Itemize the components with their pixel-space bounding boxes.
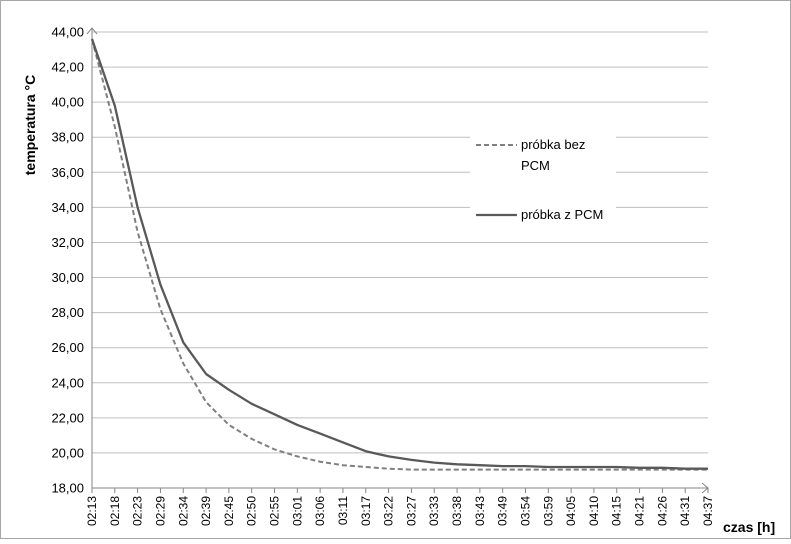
y-tick-label: 24,00 — [51, 375, 84, 390]
y-tick-label: 30,00 — [51, 270, 84, 285]
y-tick-label: 32,00 — [51, 235, 84, 250]
y-tick-label: 40,00 — [51, 95, 84, 110]
x-tick-label: 02:45 — [222, 496, 236, 526]
y-tick-label: 22,00 — [51, 410, 84, 425]
legend-label-bez-pcm-line1: próbka bez — [521, 137, 585, 152]
legend-label-z-pcm: próbka z PCM — [521, 207, 603, 222]
y-tick-label: 36,00 — [51, 165, 84, 180]
x-tick-label: 02:18 — [108, 496, 122, 526]
x-tick-label: 02:29 — [153, 496, 167, 526]
x-tick-label: 03:54 — [518, 496, 532, 526]
y-tick-label: 28,00 — [51, 305, 84, 320]
y-tick-labels: 18,00 20,00 22,00 24,00 26,00 28,00 30,00 32,00… — [51, 25, 84, 496]
y-tick-label: 20,00 — [51, 445, 84, 460]
x-tick-label: 04:31 — [678, 496, 692, 526]
x-tick-label: 03:38 — [450, 496, 464, 526]
grid-lines — [92, 31, 708, 454]
x-axis-title: czas [h] — [723, 519, 775, 535]
y-tick-label: 38,00 — [51, 130, 84, 145]
y-tick-label: 34,00 — [51, 200, 84, 215]
x-tick-label: 03:27 — [404, 496, 418, 526]
y-tick-label: 26,00 — [51, 340, 84, 355]
legend-label-bez-pcm-line2: PCM — [521, 158, 550, 173]
x-tick-label: 04:15 — [610, 496, 624, 526]
y-tick-label: 44,00 — [51, 25, 84, 40]
x-tick-label: 02:50 — [245, 496, 259, 526]
x-tick-label: 04:10 — [587, 496, 601, 526]
x-tick-label: 03:49 — [496, 496, 510, 526]
x-tick-label: 03:43 — [473, 496, 487, 526]
x-tick-label: 02:13 — [85, 496, 99, 526]
x-tick-labels: 02:13 02:18 02:23 02:29 02:34 02:39 02:45 02:50… — [85, 496, 715, 526]
y-axis-title: temperatura °C — [22, 75, 38, 176]
x-tick-label: 03:11 — [336, 496, 350, 525]
x-tick-label: 03:33 — [427, 496, 441, 526]
x-tick-label: 04:26 — [655, 496, 669, 526]
x-tick-label: 04:05 — [564, 496, 578, 526]
x-tick-label: 03:59 — [541, 496, 555, 526]
x-tick-label: 02:39 — [199, 496, 213, 526]
series-line-z-pcm — [90, 38, 708, 470]
x-tick-label: 03:06 — [313, 496, 327, 526]
legend: próbka bez PCM próbka z PCM — [470, 128, 616, 242]
y-tick-label: 18,00 — [51, 481, 84, 496]
axes — [86, 27, 709, 494]
y-tick-label: 42,00 — [51, 60, 84, 75]
legend-box — [470, 128, 616, 242]
x-tick-label: 04:37 — [701, 496, 715, 526]
y-axis-arrow — [86, 27, 98, 35]
x-tick-label: 03:01 — [290, 496, 304, 526]
series-lines — [90, 38, 708, 471]
x-tick-label: 02:34 — [176, 496, 190, 526]
x-tick-label: 04:21 — [633, 496, 647, 526]
series-line-bez-pcm — [91, 38, 708, 471]
x-tick-label: 02:55 — [268, 496, 282, 526]
x-tick-label: 02:23 — [131, 496, 145, 526]
x-tick-label: 03:22 — [382, 496, 396, 526]
x-tick-label: 03:17 — [359, 496, 373, 526]
